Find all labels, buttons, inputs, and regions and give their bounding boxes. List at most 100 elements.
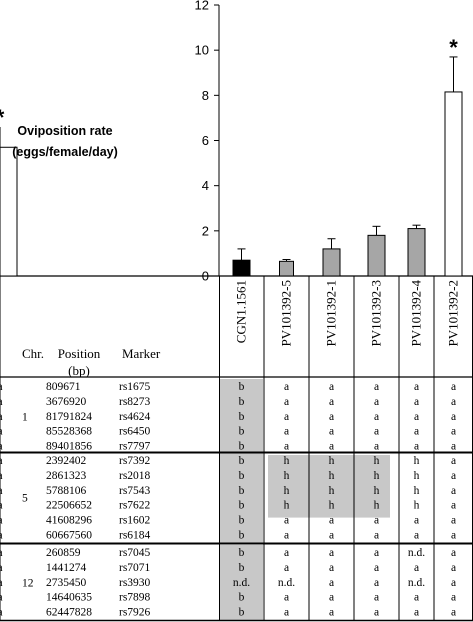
genotype-highlights [220, 379, 390, 620]
marker-cell: rs6450 [119, 426, 151, 438]
column-header-2: PV101392-5 [279, 280, 294, 346]
genotype-cell: a [329, 592, 334, 604]
genotype-cell: a [414, 381, 419, 393]
position-cell: 3676920 [46, 396, 87, 408]
bar-4 [367, 234, 386, 277]
bar-1 [232, 259, 251, 277]
genotype-cell: h [374, 470, 380, 482]
genotype-cell: a [374, 592, 379, 604]
genotype-cell: a [414, 426, 419, 438]
genotype-cell: a [329, 441, 334, 453]
genotype-cell: a [284, 441, 289, 453]
position-cell: 22506652 [46, 500, 92, 512]
header-position-unit: (bp) [68, 363, 90, 378]
marker-cell: rs8273 [119, 396, 151, 408]
genotype-cell: a [284, 381, 289, 393]
position-cell: 62447828 [46, 607, 92, 619]
genotype-cell: a [329, 515, 334, 527]
genotype-cell: b [239, 396, 245, 408]
genotype-cell: b [239, 530, 245, 542]
position-cell: 809671 [46, 381, 81, 393]
genotype-cell: a [414, 441, 419, 453]
genotype-cell: h [284, 500, 290, 512]
genotype-cell: a [414, 592, 419, 604]
genotype-cell: a [0, 441, 3, 453]
genotype-cell: h [284, 485, 290, 497]
marker-cell: rs7898 [119, 592, 151, 604]
marker-cell: rs7543 [119, 485, 151, 497]
genotype-cell: a [451, 426, 456, 438]
genotype-cell: h [414, 455, 420, 467]
genotype-cell: b [239, 470, 245, 482]
genotype-cell: h [374, 485, 380, 497]
genotype-cell: b [239, 547, 245, 559]
genotype-cell: a [0, 515, 3, 527]
genotype-cell: h [374, 455, 380, 467]
position-cell: 81791824 [46, 411, 92, 423]
genotype-cell: a [329, 396, 334, 408]
genotype-cell: h [414, 500, 420, 512]
genotype-cell: a [374, 607, 379, 619]
genotype-cell: h [374, 500, 380, 512]
genotype-cell: a [329, 547, 334, 559]
genotype-cell: h [414, 470, 420, 482]
genotype-cell: b [239, 455, 245, 467]
genotype-cell: h [284, 470, 290, 482]
y-tick-label: 4 [202, 178, 209, 193]
genotype-cell: a [0, 500, 3, 512]
genotype-cell: a [374, 426, 379, 438]
y-axis: 0 2 4 6 8 10 12 [195, 0, 220, 284]
genotype-cell: a [0, 470, 3, 482]
genotype-cell: b [239, 607, 245, 619]
genotype-cell: h [329, 500, 335, 512]
genotype-cell: a [374, 547, 379, 559]
genotype-cell: a [374, 396, 379, 408]
position-cell: 60667560 [46, 530, 92, 542]
position-cell: 5788106 [46, 485, 87, 497]
significance-marker: * [0, 105, 5, 130]
genotype-cell: a [451, 547, 456, 559]
genotype-cell: a [329, 562, 334, 574]
significance-marker: * [449, 35, 458, 60]
marker-cell: rs7622 [119, 500, 151, 512]
position-cell: 2392402 [46, 455, 87, 467]
y-tick-label: 0 [202, 269, 209, 284]
genotype-cell: a [451, 500, 456, 512]
genotype-cell: a [451, 441, 456, 453]
genotype-cell: a [0, 396, 3, 408]
genotype-cell: b [239, 562, 245, 574]
genotype-cell: a [451, 530, 456, 542]
header-marker: Marker [122, 346, 161, 361]
bar-2 [279, 260, 294, 277]
genotype-cell: a [0, 411, 3, 423]
genotype-cell: a [284, 607, 289, 619]
chr-label: 1 [22, 411, 28, 423]
genotype-cell: a [451, 411, 456, 423]
genotype-cell: a [329, 607, 334, 619]
bar-series: ** [0, 35, 463, 277]
marker-cell: rs7392 [119, 455, 151, 467]
marker-cell: rs3930 [119, 577, 151, 589]
position-cell: 260859 [46, 547, 81, 559]
genotype-cell: b [239, 411, 245, 423]
genotype-cell: a [414, 396, 419, 408]
genotype-cell: a [284, 396, 289, 408]
genotype-cell: a [329, 426, 334, 438]
genotype-cell: h [329, 455, 335, 467]
genotype-cell: n.d. [233, 577, 250, 589]
genotype-cell: a [451, 470, 456, 482]
position-cell: 85528368 [46, 426, 92, 438]
genotype-cell: a [451, 607, 456, 619]
marker-cell: rs6184 [119, 530, 151, 542]
genotype-cell: a [374, 515, 379, 527]
highlight-column [220, 379, 263, 452]
highlight-column [220, 453, 263, 543]
genotype-cell: a [329, 577, 334, 589]
genotype-cell: b [239, 441, 245, 453]
genotype-cell: h [329, 485, 335, 497]
y-tick-label: 12 [195, 0, 209, 13]
genotype-cell: a [284, 592, 289, 604]
genotype-cell: n.d. [408, 577, 425, 589]
genotype-cell: a [0, 592, 3, 604]
genotype-cell: a [329, 381, 334, 393]
